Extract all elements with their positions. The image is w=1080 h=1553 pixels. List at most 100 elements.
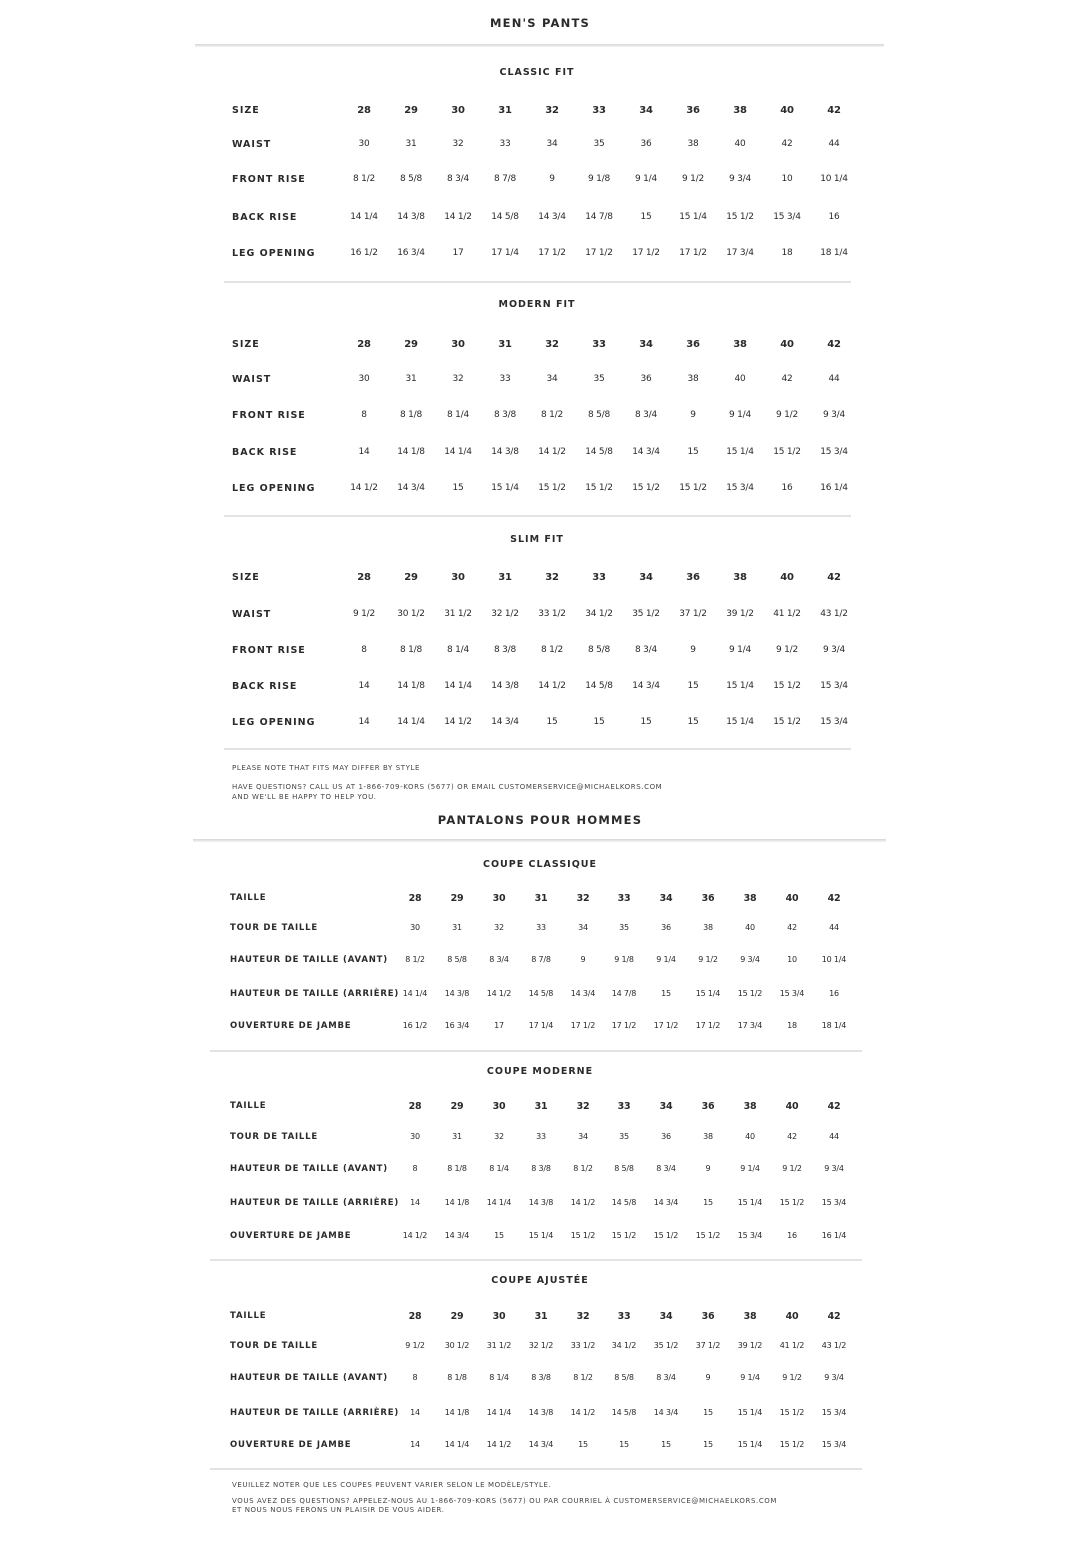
table-cell: 31: [405, 374, 417, 384]
table-cell: 15 1/4: [679, 212, 707, 222]
section-title: SLIM FIT: [510, 534, 564, 545]
table-cell: 14 1/4: [486, 1408, 512, 1417]
table-cell: 15: [640, 717, 652, 727]
table-cell: 16 1/2: [350, 248, 378, 258]
table-cell: 8 3/8: [531, 1164, 551, 1173]
section-divider: [210, 1050, 862, 1052]
size-header-cell: 34: [639, 572, 653, 583]
table-cell: 14 3/8: [397, 212, 425, 222]
row-label: HAUTEUR DE TAILLE (AVANT): [230, 1164, 388, 1174]
table-cell: 38: [687, 139, 699, 149]
table-cell: 35: [619, 923, 629, 932]
table-cell: 10 1/4: [820, 174, 848, 184]
table-cell: 39 1/2: [737, 1341, 763, 1350]
table-cell: 8 3/4: [489, 955, 509, 964]
section-title: COUPE AJUSTÉE: [491, 1275, 589, 1286]
table-cell: 30 1/2: [444, 1341, 470, 1350]
table-cell: 15 1/2: [695, 1231, 721, 1240]
table-cell: 14 1/2: [486, 1440, 512, 1449]
table-cell: 9 1/4: [634, 174, 658, 184]
row-label: TAILLE: [230, 893, 267, 903]
table-cell: 15: [546, 717, 558, 727]
table-cell: 8 3/4: [656, 1164, 676, 1173]
size-header-cell: 36: [686, 105, 700, 116]
table-cell: 15 1/2: [726, 212, 754, 222]
row-label: FRONT RISE: [232, 174, 306, 185]
table-cell: 42: [787, 923, 797, 932]
table-cell: 15: [703, 1440, 713, 1449]
table-cell: 8 3/8: [493, 410, 517, 420]
table-cell: 14 1/2: [402, 1231, 428, 1240]
table-cell: 35 1/2: [632, 609, 660, 619]
table-cell: 14 1/2: [486, 989, 512, 998]
table-cell: 14 3/8: [444, 989, 470, 998]
table-cell: 33: [499, 374, 511, 384]
table-cell: 15 1/4: [737, 1440, 763, 1449]
size-header-cell: 29: [450, 893, 464, 904]
table-cell: 9: [690, 410, 696, 420]
table-cell: 15 1/2: [779, 1408, 805, 1417]
size-header-cell: 40: [780, 339, 794, 350]
row-label: SIZE: [232, 105, 260, 116]
table-cell: 15 3/4: [821, 1440, 847, 1449]
table-cell: 15 3/4: [821, 1198, 847, 1207]
table-cell: 15 1/2: [585, 483, 613, 493]
size-header-cell: 31: [498, 105, 512, 116]
title-rule: [193, 839, 886, 842]
table-cell: 33: [499, 139, 511, 149]
table-cell: 42: [787, 1132, 797, 1141]
size-header-cell: 40: [785, 1101, 799, 1112]
size-header-cell: 30: [451, 572, 465, 583]
table-cell: 44: [828, 374, 840, 384]
table-cell: 15 3/4: [820, 717, 848, 727]
size-header-cell: 38: [733, 339, 747, 350]
table-cell: 30: [410, 1132, 420, 1141]
size-header-cell: 42: [827, 339, 841, 350]
table-cell: 14 3/8: [491, 681, 519, 691]
row-label: HAUTEUR DE TAILLE (ARRIÈRE): [230, 989, 400, 999]
table-cell: 8 5/8: [614, 1164, 634, 1173]
table-cell: 34: [546, 374, 558, 384]
table-cell: 18 1/4: [821, 1021, 847, 1030]
size-header-cell: 28: [408, 1101, 422, 1112]
table-cell: 15 3/4: [773, 212, 801, 222]
footnote: VOUS AVEZ DES QUESTIONS? APPELEZ-NOUS AU…: [232, 1497, 778, 1505]
table-cell: 14: [410, 1198, 420, 1207]
size-header-cell: 29: [404, 572, 418, 583]
table-cell: 15: [619, 1440, 629, 1449]
table-cell: 35: [593, 139, 605, 149]
table-cell: 14 1/2: [350, 483, 378, 493]
table-cell: 15 1/2: [773, 717, 801, 727]
table-cell: 14 1/4: [397, 717, 425, 727]
table-cell: 36: [661, 1132, 671, 1141]
table-cell: 31: [452, 1132, 462, 1141]
table-cell: 8 3/4: [634, 645, 658, 655]
table-cell: 15 1/4: [491, 483, 519, 493]
table-cell: 10: [787, 955, 797, 964]
table-cell: 8 1/2: [573, 1164, 593, 1173]
table-cell: 14 5/8: [585, 681, 613, 691]
table-cell: 14 7/8: [585, 212, 613, 222]
table-cell: 41 1/2: [779, 1341, 805, 1350]
size-header-cell: 34: [639, 339, 653, 350]
table-cell: 8 1/4: [489, 1373, 509, 1382]
section-divider: [210, 1468, 862, 1470]
size-header-cell: 32: [545, 572, 559, 583]
section-divider: [224, 515, 851, 517]
table-cell: 9 1/4: [728, 410, 752, 420]
table-cell: 9 3/4: [824, 1373, 844, 1382]
table-cell: 14 1/4: [402, 989, 428, 998]
table-cell: 8 1/2: [540, 645, 564, 655]
section-divider: [224, 281, 851, 283]
row-label: TOUR DE TAILLE: [230, 1132, 318, 1142]
row-label: TAILLE: [230, 1101, 267, 1111]
table-cell: 35 1/2: [653, 1341, 679, 1350]
table-cell: 15 1/4: [726, 681, 754, 691]
table-cell: 9 3/4: [740, 955, 760, 964]
table-cell: 43 1/2: [821, 1341, 847, 1350]
size-header-cell: 33: [592, 339, 606, 350]
table-cell: 14 1/4: [444, 1440, 470, 1449]
table-cell: 9 1/4: [728, 645, 752, 655]
size-header-cell: 30: [451, 339, 465, 350]
table-cell: 30: [410, 923, 420, 932]
